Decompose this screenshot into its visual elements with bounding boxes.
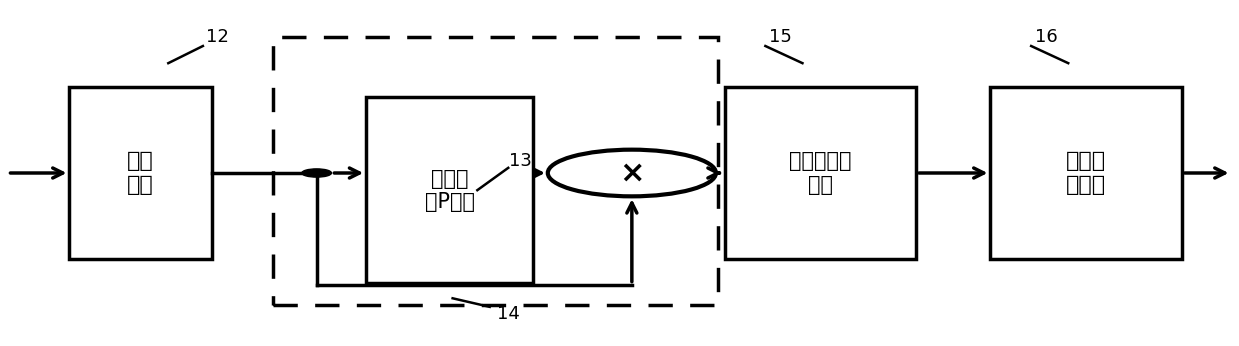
Bar bbox=[725, 87, 916, 259]
Text: 功率归一化
模块: 功率归一化 模块 bbox=[789, 152, 851, 194]
Text: ×: × bbox=[620, 158, 644, 188]
Text: 组帧
模块: 组帧 模块 bbox=[128, 152, 154, 194]
Text: 16: 16 bbox=[1035, 28, 1057, 46]
Text: 15: 15 bbox=[768, 28, 792, 46]
Text: 采样恢
复模块: 采样恢 复模块 bbox=[1066, 152, 1106, 194]
Text: 计算矩
阵P模块: 计算矩 阵P模块 bbox=[425, 169, 475, 212]
Bar bbox=[990, 87, 1182, 259]
Text: 13: 13 bbox=[509, 152, 532, 170]
Bar bbox=[274, 37, 719, 305]
Circle shape bbox=[302, 169, 332, 177]
Text: 12: 12 bbox=[206, 28, 229, 46]
Text: 14: 14 bbox=[497, 305, 519, 323]
Bar bbox=[69, 87, 212, 259]
Bar bbox=[366, 98, 533, 283]
